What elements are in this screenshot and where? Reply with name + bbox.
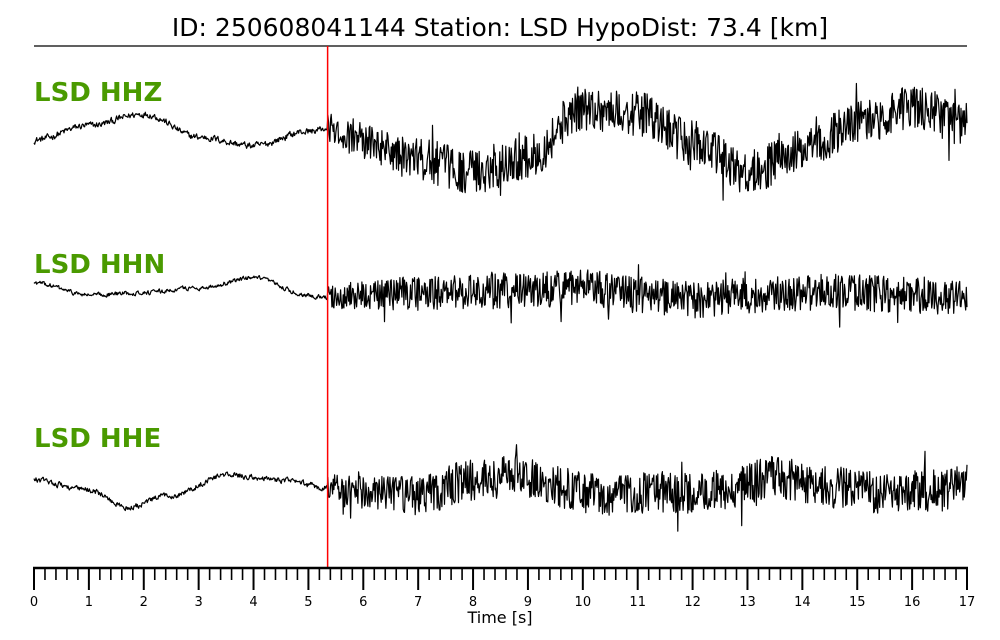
x-tick-label: 16 xyxy=(904,595,921,610)
trace-group xyxy=(33,82,968,532)
x-axis-label: Time [s] xyxy=(466,608,532,627)
x-tick-label: 7 xyxy=(414,595,422,610)
trace-label-lsd-hhz: LSD HHZ xyxy=(34,78,162,108)
chart-title: ID: 250608041144 Station: LSD HypoDist: … xyxy=(172,13,828,42)
x-tick-label: 0 xyxy=(30,595,38,610)
x-tick-label: 5 xyxy=(304,595,312,610)
x-tick-label: 15 xyxy=(849,595,866,610)
trace-label-group: LSD HHZ LSD HHN LSD HHE xyxy=(34,78,165,454)
x-tick-label: 13 xyxy=(739,595,756,610)
time-axis: 0 1 2 3 4 5 6 7 8 9 10 11 12 13 14 15 16 17 xyxy=(30,566,976,610)
x-tick-label: 1 xyxy=(85,595,93,610)
x-tick-label: 2 xyxy=(140,595,148,610)
x-tick-label: 6 xyxy=(359,595,367,610)
x-tick-label: 10 xyxy=(575,595,592,610)
trace-line-lsd-hhn xyxy=(33,264,968,328)
trace-label-lsd-hhn: LSD HHN xyxy=(34,250,165,280)
trace-label-lsd-hhe: LSD HHE xyxy=(34,424,161,454)
x-tick-label: 12 xyxy=(684,595,701,610)
x-tick-label: 3 xyxy=(195,595,203,610)
x-tick-label: 11 xyxy=(629,595,646,610)
x-tick-label: 4 xyxy=(249,595,257,610)
x-tick-label: 17 xyxy=(959,595,976,610)
trace-line-lsd-hhe xyxy=(33,444,968,532)
x-tick-label: 14 xyxy=(794,595,811,610)
x-tick-label: 8 xyxy=(469,595,477,610)
x-tick-label: 9 xyxy=(524,595,532,610)
trace-line-lsd-hhz xyxy=(33,82,968,201)
